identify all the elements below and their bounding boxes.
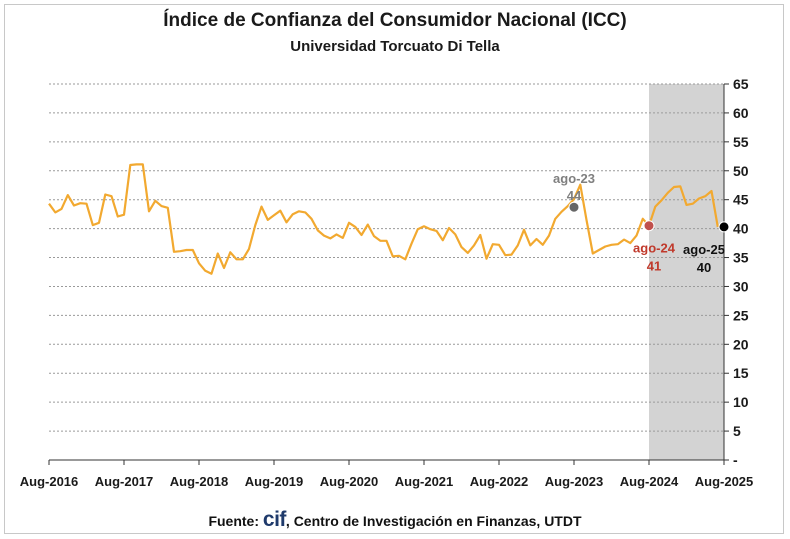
- annotation-value: 40: [697, 260, 711, 275]
- x-tick-label: Aug-2024: [620, 474, 679, 489]
- annotation-label: ago-25: [683, 242, 725, 257]
- y-tick-label: -: [733, 452, 738, 468]
- y-tick-label: 30: [733, 278, 749, 294]
- x-tick-label: Aug-2017: [95, 474, 154, 489]
- shaded-region: [649, 84, 724, 460]
- y-tick-label: 60: [733, 105, 749, 121]
- x-tick-label: Aug-2018: [170, 474, 229, 489]
- y-tick-label: 55: [733, 134, 749, 150]
- source-prefix: Fuente:: [208, 513, 263, 529]
- x-tick-label: Aug-2016: [20, 474, 79, 489]
- source-text: , Centro de Investigación en Finanzas, U…: [285, 513, 582, 529]
- chart-title: Índice de Confianza del Consumidor Nacio…: [163, 10, 627, 31]
- x-tick-label: Aug-2019: [245, 474, 304, 489]
- y-tick-label: 20: [733, 336, 749, 352]
- annotation-label: ago-24: [633, 241, 676, 256]
- cif-logo: cif: [262, 508, 287, 531]
- y-tick-label: 45: [733, 192, 749, 208]
- y-tick-label: 35: [733, 250, 749, 266]
- y-tick-label: 25: [733, 307, 749, 323]
- x-tick-label: Aug-2023: [545, 474, 604, 489]
- y-tick-label: 5: [733, 423, 741, 439]
- annotation-marker: [643, 220, 655, 232]
- y-tick-label: 50: [733, 163, 749, 179]
- chart-subtitle: Universidad Torcuato Di Tella: [290, 38, 500, 55]
- annotation-label: ago-23: [553, 171, 595, 186]
- y-tick-label: 65: [733, 76, 749, 92]
- x-tick-label: Aug-2021: [395, 474, 454, 489]
- x-tick-label: Aug-2022: [470, 474, 529, 489]
- annotation-value: 41: [647, 259, 661, 274]
- y-tick-label: 40: [733, 221, 749, 237]
- y-tick-label: 15: [733, 365, 749, 381]
- annotation-marker: [568, 201, 580, 213]
- annotation-value: 44: [567, 188, 582, 203]
- x-tick-label: Aug-2025: [695, 474, 754, 489]
- icc-series-line: [48, 163, 719, 275]
- chart-source: Fuente: cif, Centro de Investigación en …: [0, 508, 790, 532]
- annotation-marker: [718, 221, 730, 233]
- x-tick-label: Aug-2020: [320, 474, 379, 489]
- y-tick-label: 10: [733, 394, 749, 410]
